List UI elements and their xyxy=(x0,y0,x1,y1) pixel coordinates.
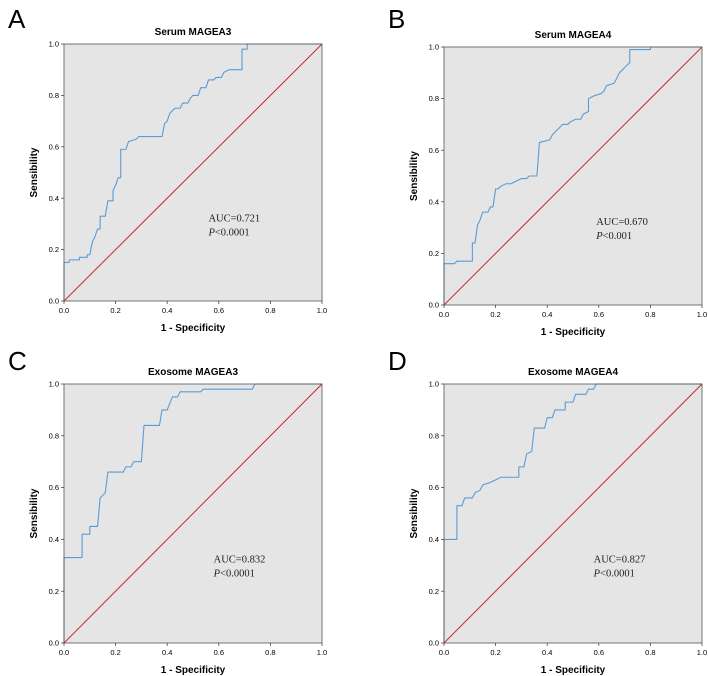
x-tick-label: 0.0 xyxy=(439,310,449,319)
y-tick-label: 0.8 xyxy=(429,431,439,440)
roc-curve xyxy=(443,383,702,643)
p-value: <0.0001 xyxy=(215,227,250,238)
p-symbol: P xyxy=(207,227,215,238)
p-value: <0.0001 xyxy=(220,569,255,580)
y-tick-label: 0.4 xyxy=(429,197,439,206)
y-tick-label: 0.2 xyxy=(49,587,59,596)
p-value: <0.001 xyxy=(603,231,633,242)
plot-frame xyxy=(443,46,703,306)
p-symbol: P xyxy=(593,569,601,580)
auc-annotation: AUC=0.721 xyxy=(208,213,260,224)
x-tick-label: 0.6 xyxy=(594,310,604,319)
auc-annotation: AUC=0.670 xyxy=(596,217,648,228)
x-tick-label: 0.6 xyxy=(594,648,604,657)
p-symbol: P xyxy=(213,569,221,580)
x-tick-label: 0.4 xyxy=(542,310,552,319)
x-axis-label: 1 - Specificity xyxy=(541,327,606,338)
p-value-annotation: P<0.001 xyxy=(595,231,632,242)
x-tick-label: 0.8 xyxy=(645,310,655,319)
y-tick-label: 0.0 xyxy=(49,639,59,648)
reference-line xyxy=(443,46,703,306)
y-tick-label: 0.6 xyxy=(49,483,59,492)
y-tick-label: 0.4 xyxy=(49,194,59,203)
chart-title: Exosome MAGEA3 xyxy=(148,367,238,378)
x-tick-label: 0.0 xyxy=(59,648,69,657)
auc-annotation: AUC=0.827 xyxy=(594,555,646,566)
y-tick-label: 1.0 xyxy=(49,380,59,389)
y-tick-label: 0.2 xyxy=(429,587,439,596)
x-tick-label: 0.6 xyxy=(214,648,224,657)
y-tick-label: 0.8 xyxy=(49,91,59,100)
y-tick-label: 0.4 xyxy=(429,535,439,544)
panel-c: C Exosome MAGEA3 0.0 0.2 0.4 0.6 0.8 1.0 0.0 0.2 0… xyxy=(8,346,327,676)
x-tick-label: 0.2 xyxy=(110,648,120,657)
y-axis-label: Sensibility xyxy=(29,488,40,538)
p-value: <0.0001 xyxy=(600,569,635,580)
plot-frame xyxy=(443,383,703,644)
x-axis-label: 1 - Specificity xyxy=(541,665,606,676)
y-tick-label: 1.0 xyxy=(429,380,439,389)
chart-title: Exosome MAGEA4 xyxy=(528,367,618,378)
y-axis-label: Sensibility xyxy=(409,151,420,201)
y-tick-label: 0.6 xyxy=(49,142,59,151)
panel-letter-d: D xyxy=(388,346,407,376)
reference-line xyxy=(443,383,703,644)
x-tick-label: 0.0 xyxy=(439,648,449,657)
x-tick-label: 1.0 xyxy=(317,306,327,315)
p-value-annotation: P<0.0001 xyxy=(213,569,255,580)
plot-frame xyxy=(63,383,323,644)
x-tick-label: 0.4 xyxy=(162,306,172,315)
y-axis-label: Sensibility xyxy=(29,147,40,197)
p-value-annotation: P<0.0001 xyxy=(593,569,635,580)
x-tick-label: 0.0 xyxy=(59,306,69,315)
x-tick-label: 0.8 xyxy=(645,648,655,657)
x-tick-label: 0.6 xyxy=(214,306,224,315)
panel-b: B Serum MAGEA4 0.0 0.2 0.4 0.6 0.8 1.0 0.0 0.2 0.4… xyxy=(388,4,707,338)
panel-letter-c: C xyxy=(8,346,27,376)
y-tick-label: 1.0 xyxy=(49,40,59,49)
y-tick-label: 0.6 xyxy=(429,483,439,492)
y-tick-label: 0.0 xyxy=(49,297,59,306)
y-tick-label: 1.0 xyxy=(429,43,439,52)
p-value-annotation: P<0.0001 xyxy=(207,227,249,238)
y-tick-label: 0.0 xyxy=(429,301,439,310)
y-tick-label: 0.8 xyxy=(429,94,439,103)
x-axis-label: 1 - Specificity xyxy=(161,665,226,676)
roc-curve xyxy=(443,46,702,305)
reference-line xyxy=(63,43,323,302)
x-tick-label: 0.4 xyxy=(542,648,552,657)
chart-title: Serum MAGEA3 xyxy=(155,27,232,38)
roc-curve xyxy=(63,383,322,643)
reference-line xyxy=(63,383,323,644)
x-tick-label: 0.8 xyxy=(265,648,275,657)
auc-annotation: AUC=0.832 xyxy=(214,555,266,566)
x-tick-label: 0.2 xyxy=(110,306,120,315)
panel-letter-b: B xyxy=(388,4,405,34)
roc-curve xyxy=(63,43,322,301)
y-tick-label: 0.6 xyxy=(429,146,439,155)
panel-letter-a: A xyxy=(8,4,26,34)
x-tick-label: 0.8 xyxy=(265,306,275,315)
y-tick-label: 0.4 xyxy=(49,535,59,544)
x-tick-label: 0.2 xyxy=(490,648,500,657)
x-tick-label: 1.0 xyxy=(317,648,327,657)
panel-d: D Exosome MAGEA4 0.0 0.2 0.4 0.6 0.8 1.0 0.0 0.2 0… xyxy=(388,346,707,676)
x-tick-label: 0.2 xyxy=(490,310,500,319)
y-axis-label: Sensibility xyxy=(409,488,420,538)
panel-a: A Serum MAGEA3 0.0 0.2 0.4 0.6 0.8 1.0 0.0 0.2 0.4… xyxy=(8,4,327,334)
chart-title: Serum MAGEA4 xyxy=(535,30,612,41)
p-symbol: P xyxy=(595,231,603,242)
y-tick-label: 0.0 xyxy=(429,639,439,648)
x-tick-label: 1.0 xyxy=(697,648,707,657)
x-tick-label: 0.4 xyxy=(162,648,172,657)
y-tick-label: 0.2 xyxy=(49,245,59,254)
y-tick-label: 0.2 xyxy=(429,249,439,258)
x-axis-label: 1 - Specificity xyxy=(161,323,226,334)
x-tick-label: 1.0 xyxy=(697,310,707,319)
plot-frame xyxy=(63,43,323,302)
y-tick-label: 0.8 xyxy=(49,431,59,440)
